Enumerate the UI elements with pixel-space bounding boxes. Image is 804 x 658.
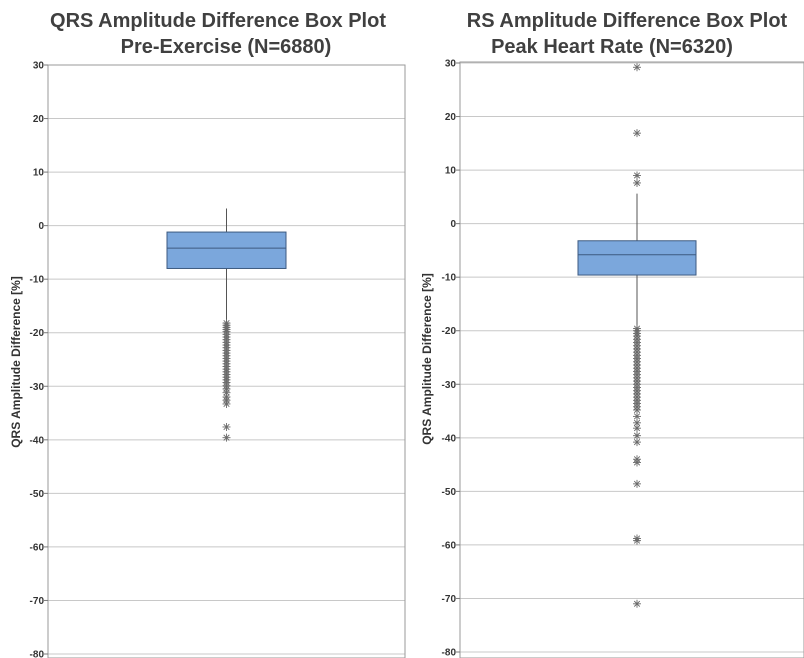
right-outlier-point <box>633 536 641 545</box>
right-outlier-point <box>633 599 641 608</box>
right-outlier-point <box>633 171 641 180</box>
left-iqr-box <box>166 231 287 269</box>
right-outlier-point <box>633 424 641 433</box>
right-y-tick-label: 30 <box>445 59 457 70</box>
left-y-tick-label: -80 <box>30 650 45 658</box>
left-outlier-point <box>222 433 231 442</box>
right-iqr-box <box>577 240 697 276</box>
right-outlier-point <box>633 178 641 187</box>
right-outlier-point <box>633 438 641 447</box>
left-y-tick-label: -30 <box>30 382 45 393</box>
right-y-tick-label: -10 <box>442 273 457 284</box>
right-y-tick-label: -20 <box>442 326 457 337</box>
left-chart-title-line-1: QRS Amplitude Difference Box Plot <box>50 10 386 32</box>
left-y-tick-label: -20 <box>30 328 45 339</box>
left-y-tick-label: 30 <box>33 61 45 72</box>
left-chart-title-line-2: Pre-Exercise (N=6880) <box>121 36 332 58</box>
right-y-tick-label: -50 <box>442 487 457 498</box>
left-outlier-point <box>222 422 231 431</box>
right-y-tick-label: 20 <box>445 112 457 123</box>
left-y-tick-label: 0 <box>38 221 44 232</box>
left-y-tick-label: -10 <box>30 275 45 286</box>
left-y-tick-label: -40 <box>30 435 45 446</box>
left-y-tick-label: 10 <box>33 168 45 179</box>
right-outlier-point <box>633 458 641 467</box>
right-y-tick-label: 10 <box>445 166 457 177</box>
right-box-plot-panel: RS Amplitude Difference Box Plot Peak He… <box>420 10 804 658</box>
right-y-tick-label: -80 <box>442 648 457 658</box>
left-y-tick-label: -60 <box>30 542 45 553</box>
right-y-tick-label: -30 <box>442 380 457 391</box>
left-outlier-point <box>222 399 231 408</box>
left-y-axis-label: QRS Amplitude Difference [%] <box>9 276 23 448</box>
right-chart-title-line-2: Peak Heart Rate (N=6320) <box>491 36 733 58</box>
right-y-tick-label: -70 <box>442 594 457 605</box>
right-outlier-point <box>633 63 641 72</box>
right-y-tick-label: 0 <box>450 219 456 230</box>
right-y-tick-label: -60 <box>442 540 457 551</box>
right-outlier-point <box>633 129 641 138</box>
right-chart-title-line-1: RS Amplitude Difference Box Plot <box>467 10 788 32</box>
right-outlier-point <box>633 479 641 488</box>
right-plot-frame <box>459 61 804 658</box>
left-box-plot-panel: QRS Amplitude Difference Box Plot Pre-Ex… <box>9 10 406 658</box>
left-y-tick-label: 20 <box>33 114 45 125</box>
right-y-tick-label: -40 <box>442 433 457 444</box>
left-y-tick-label: -70 <box>30 596 45 607</box>
left-plot-frame <box>47 64 406 658</box>
left-y-tick-label: -50 <box>30 489 45 500</box>
right-y-axis-label: QRS Amplitude Difference [%] <box>420 273 434 445</box>
right-outlier-point <box>633 412 641 421</box>
